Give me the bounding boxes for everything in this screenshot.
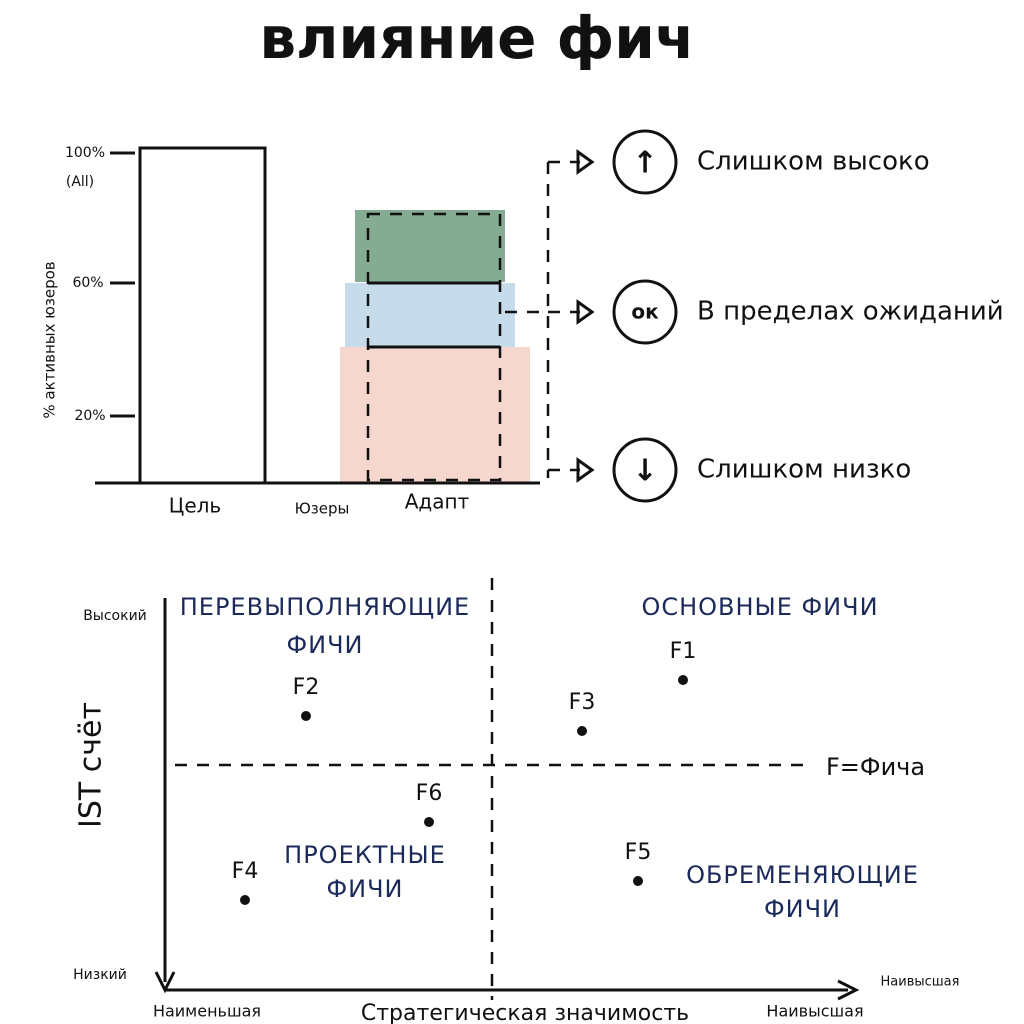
x-high: Наивысшая: [766, 1002, 863, 1021]
point-label: F4: [232, 859, 259, 884]
category: Цель: [169, 494, 221, 518]
zone-label: В пределах ожиданий: [697, 297, 1004, 327]
y-low: Низкий: [73, 967, 127, 983]
quadrant: ОСНОВНЫЕ ФИЧИ: [641, 593, 879, 621]
point: [678, 675, 688, 685]
point: [633, 876, 643, 886]
quadrant-label: ОБРЕМЕНЯЮЩИЕ ФИЧИ: [686, 861, 919, 923]
point-label: F6: [416, 781, 443, 806]
zone-label: Слишком низко: [697, 455, 911, 485]
quadrant-label: ОСНОВНЫЕ ФИЧИ: [641, 593, 879, 621]
icon-circle: [612, 437, 678, 503]
icon: ↑: [632, 146, 657, 181]
zones: ↑ ок ↓ Слишком высоко В пределах ожидани…: [612, 129, 1004, 503]
point-label: F1: [670, 639, 697, 664]
quadrant: ОБРЕМЕНЯЮЩИЕ ФИЧИ: [686, 861, 919, 923]
zone-label: Слишком высоко: [697, 147, 930, 177]
bar-chart: % активных юзеров 100% (All) 60% 20% Цел…: [41, 129, 1004, 518]
point-label: F3: [569, 690, 596, 715]
zone-low: [340, 347, 530, 483]
goal-bar: [138, 146, 267, 485]
points: F1 F2 F3 F4 F5 F6: [232, 639, 697, 905]
x-arrow: [837, 979, 860, 1001]
icon: ок: [631, 300, 659, 324]
x-low: Наименьшая: [153, 1002, 261, 1021]
tick-label: 20%: [74, 408, 105, 424]
arrows: [576, 149, 595, 483]
tick-label: 60%: [72, 275, 103, 291]
x-axis-label: Стратегическая значимость: [361, 1001, 689, 1024]
quadrant-label: ПЕРЕВЫПОЛНЯЮЩИЕ ФИЧИ: [179, 593, 471, 659]
quadrant: ПРОЕКТНЫЕ ФИЧИ: [284, 841, 446, 903]
title: влияние фич: [259, 4, 694, 72]
point: [577, 726, 587, 736]
tick-note: (All): [66, 174, 94, 190]
y-high: Высокий: [83, 608, 147, 624]
point-label: F2: [293, 675, 320, 700]
y-axis-label: IST счёт: [74, 702, 109, 828]
point: [240, 895, 250, 905]
icon: ↓: [632, 454, 657, 489]
zone-high: [355, 210, 505, 282]
quadrant: ПЕРЕВЫПОЛНЯЮЩИЕ ФИЧИ: [179, 593, 471, 659]
x-arrow-label: Наивысшая: [881, 975, 960, 990]
point: [301, 711, 311, 721]
zone-ok: [345, 283, 515, 347]
legend: F=Фича: [826, 753, 925, 781]
bracket: [505, 160, 580, 478]
y-axis-label: % активных юзеров: [41, 261, 59, 418]
tick-label: 100%: [65, 145, 105, 161]
category: Адапт: [405, 490, 470, 514]
matrix: Высокий Низкий IST счёт Наименьшая Страт…: [73, 578, 959, 1024]
icon-circle: [612, 279, 678, 345]
point: [424, 817, 434, 827]
category: Юзеры: [295, 500, 350, 518]
icon-circle: [612, 129, 678, 195]
point-label: F5: [625, 840, 652, 865]
quadrant-label: ПРОЕКТНЫЕ ФИЧИ: [284, 841, 446, 903]
